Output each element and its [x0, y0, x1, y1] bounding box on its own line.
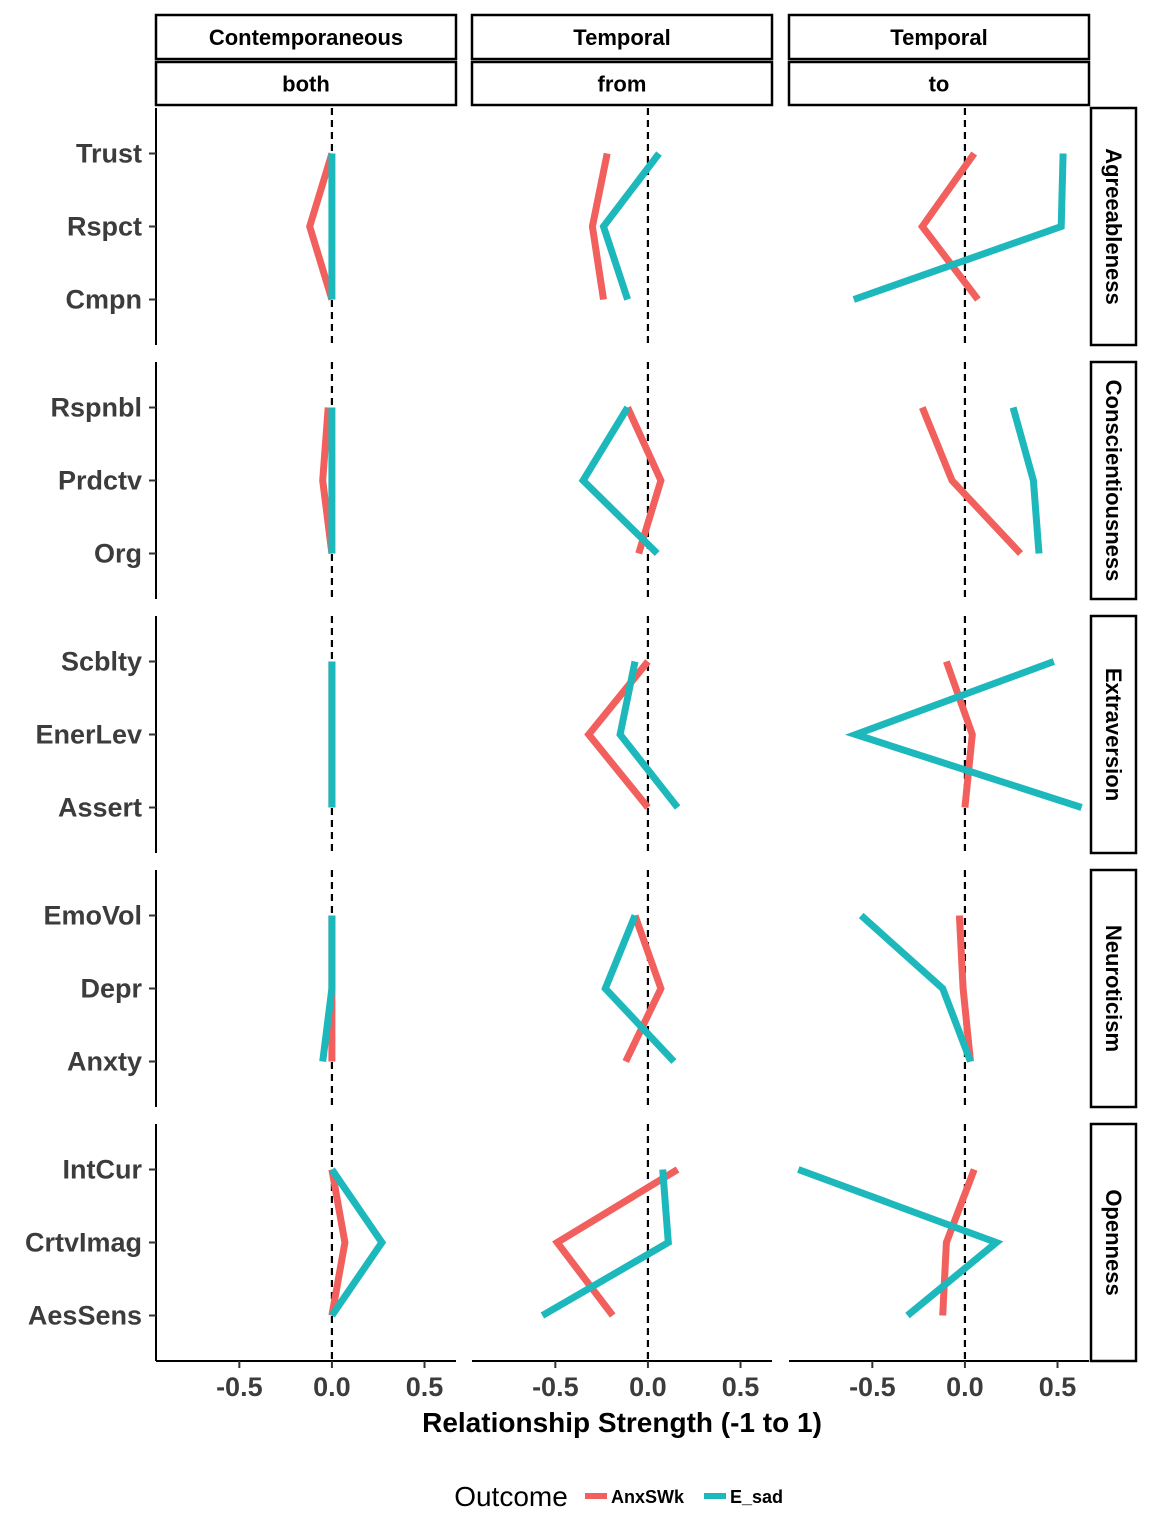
row-strip-neuroticism	[1089, 868, 1138, 1109]
column-strip-bottom-0	[154, 60, 458, 107]
row-strip-agreeableness	[1089, 106, 1138, 347]
series-line-anxswk-neuroticism-2	[955, 915, 974, 1062]
legend-label-e-sad: E_sad	[730, 1487, 783, 1507]
row-strip-openness	[1089, 1122, 1138, 1363]
series-line-anxswk-extraversion-2	[943, 660, 976, 808]
series-line-e-sad-agreeableness-2	[852, 153, 1067, 303]
row-strip-label-agreeableness: Agreeableness	[1101, 148, 1126, 305]
series-line-anxswk-conscientiousness-2	[919, 406, 1024, 556]
row-strip-label-neuroticism: Neuroticism	[1101, 925, 1126, 1052]
column-strip-top-2	[787, 13, 1091, 61]
x-axis-label: Relationship Strength (-1 to 1)	[422, 1407, 822, 1438]
series-line-anxswk-openness-2	[939, 1168, 978, 1316]
y-tick-label-emovol: EmoVol	[43, 901, 142, 931]
series-line-anxswk-openness-1	[552, 1166, 680, 1318]
column-strip-bottom-2	[787, 60, 1091, 107]
legend: Outcome AnxSWk E_sad	[454, 1481, 783, 1512]
x-tick-label-2-0: -0.5	[849, 1372, 896, 1402]
y-tick-label-crtvimag: CrtvImag	[25, 1228, 142, 1258]
y-tick-label-depr: Depr	[80, 974, 142, 1004]
y-tick-label-rspct: Rspct	[67, 212, 142, 242]
series-line-anxswk-conscientiousness-1	[624, 406, 665, 555]
y-tick-label-org: Org	[94, 538, 142, 568]
row-strip-extraversion	[1089, 614, 1138, 855]
series-line-e-sad-conscientiousness-1	[578, 405, 660, 556]
x-tick-label-2-2: 0.5	[1039, 1372, 1077, 1402]
series-line-e-sad-neuroticism-0	[319, 915, 336, 1062]
y-tick-label-cmpn: Cmpn	[66, 284, 143, 314]
y-tick-label-rspnbl: Rspnbl	[51, 393, 143, 423]
series-line-anxswk-agreeableness-0	[306, 152, 336, 301]
row-strip-label-extraversion: Extraversion	[1101, 668, 1126, 801]
y-tick-label-trust: Trust	[76, 139, 142, 169]
x-tick-label-0-1: 0.0	[313, 1372, 351, 1402]
column-strip-bottom-label-both: both	[282, 72, 330, 97]
column-strip-top-1	[470, 13, 774, 61]
column-strip-top-label-contemporaneous: Contemporaneous	[209, 25, 403, 50]
series-line-e-sad-neuroticism-2	[858, 912, 974, 1063]
y-tick-label-scblty: Scblty	[61, 647, 142, 677]
row-strip-label-conscientiousness: Conscientiousness	[1101, 380, 1126, 582]
series-line-e-sad-neuroticism-1	[601, 914, 677, 1064]
x-tick-label-1-0: -0.5	[532, 1372, 579, 1402]
x-tick-label-1-1: 0.0	[629, 1372, 667, 1402]
series-line-e-sad-openness-2	[797, 1166, 1004, 1319]
column-strip-bottom-label-from: from	[598, 72, 647, 97]
x-tick-label-0-0: -0.5	[216, 1372, 263, 1402]
series-line-anxswk-agreeableness-1	[588, 152, 611, 301]
row-strip-conscientiousness	[1089, 360, 1138, 601]
series-line-e-sad-agreeableness-1	[599, 151, 662, 301]
y-tick-label-enerlev: EnerLev	[35, 720, 142, 750]
series-line-e-sad-extraversion-2	[844, 658, 1083, 811]
legend-title: Outcome	[454, 1481, 568, 1512]
series-line-e-sad-openness-0	[329, 1167, 387, 1318]
column-strip-bottom-1	[470, 60, 774, 107]
series-line-e-sad-openness-1	[540, 1169, 672, 1319]
series-line-e-sad-extraversion-1	[616, 660, 681, 810]
column-strip-bottom-label-to: to	[929, 72, 950, 97]
series-line-anxswk-neuroticism-1	[622, 914, 665, 1064]
series-line-e-sad-conscientiousness-2	[1009, 406, 1043, 554]
column-strip-top-label-temporal: Temporal	[890, 25, 987, 50]
y-tick-label-anxty: Anxty	[67, 1046, 142, 1076]
y-tick-label-prdctv: Prdctv	[58, 466, 142, 496]
x-tick-label-0-2: 0.5	[406, 1372, 444, 1402]
y-tick-label-aessens: AesSens	[28, 1300, 142, 1330]
y-tick-label-assert: Assert	[58, 792, 142, 822]
column-strip-top-label-temporal: Temporal	[573, 25, 670, 50]
column-strip-top-0	[154, 13, 458, 61]
x-tick-label-1-2: 0.5	[722, 1372, 760, 1402]
series-line-anxswk-agreeableness-2	[917, 151, 981, 302]
y-tick-label-intcur: IntCur	[63, 1155, 143, 1185]
x-tick-label-2-1: 0.0	[946, 1372, 984, 1402]
series-line-anxswk-openness-0	[328, 1168, 349, 1317]
row-strip-label-openness: Openness	[1101, 1189, 1126, 1295]
legend-label-anxswk: AnxSWk	[611, 1487, 685, 1507]
